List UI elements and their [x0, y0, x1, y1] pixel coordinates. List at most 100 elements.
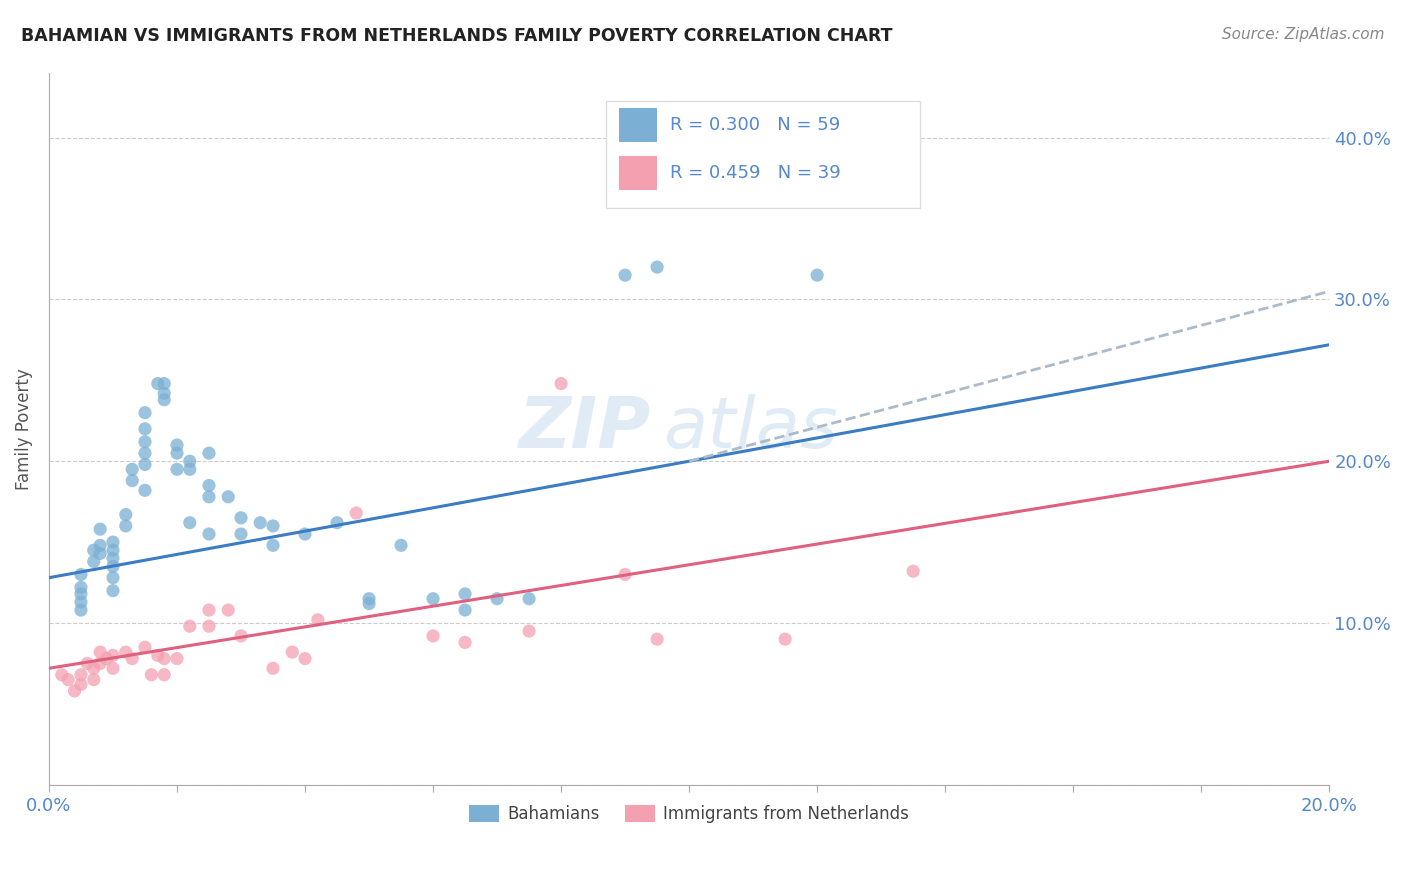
- Point: [83, 661, 105, 675]
- Point: [56, 673, 79, 687]
- FancyBboxPatch shape: [619, 108, 657, 142]
- Point: [198, 603, 221, 617]
- Point: [89, 522, 111, 536]
- Point: [645, 632, 668, 647]
- Point: [179, 462, 201, 476]
- Point: [89, 657, 111, 671]
- Point: [70, 677, 93, 691]
- Point: [229, 527, 252, 541]
- Point: [101, 543, 124, 558]
- Point: [389, 538, 412, 552]
- Point: [326, 516, 349, 530]
- Point: [773, 632, 796, 647]
- Point: [134, 458, 156, 472]
- Point: [198, 490, 221, 504]
- Point: [101, 571, 124, 585]
- Point: [166, 462, 188, 476]
- Point: [357, 591, 380, 606]
- Point: [294, 527, 316, 541]
- Point: [166, 651, 188, 665]
- Point: [114, 645, 136, 659]
- Point: [70, 667, 93, 681]
- Point: [262, 519, 284, 533]
- Point: [179, 619, 201, 633]
- Point: [262, 538, 284, 552]
- Point: [645, 260, 668, 274]
- Point: [76, 657, 98, 671]
- Point: [217, 603, 239, 617]
- Point: [141, 667, 163, 681]
- Point: [517, 624, 540, 638]
- Text: BAHAMIAN VS IMMIGRANTS FROM NETHERLANDS FAMILY POVERTY CORRELATION CHART: BAHAMIAN VS IMMIGRANTS FROM NETHERLANDS …: [21, 27, 893, 45]
- Point: [101, 551, 124, 566]
- Point: [517, 591, 540, 606]
- Point: [101, 648, 124, 663]
- Point: [121, 651, 143, 665]
- Point: [146, 648, 169, 663]
- Y-axis label: Family Poverty: Family Poverty: [15, 368, 32, 490]
- Point: [179, 516, 201, 530]
- Point: [198, 478, 221, 492]
- FancyBboxPatch shape: [606, 102, 920, 208]
- Point: [422, 591, 444, 606]
- Point: [89, 546, 111, 560]
- Point: [344, 506, 367, 520]
- Point: [357, 597, 380, 611]
- Point: [217, 490, 239, 504]
- Point: [101, 583, 124, 598]
- Point: [89, 645, 111, 659]
- Text: atlas: atlas: [664, 394, 838, 463]
- Text: ZIP: ZIP: [519, 394, 651, 463]
- Point: [614, 567, 637, 582]
- Point: [134, 640, 156, 655]
- Point: [198, 446, 221, 460]
- Point: [153, 392, 176, 407]
- Point: [121, 474, 143, 488]
- Point: [198, 527, 221, 541]
- Point: [229, 629, 252, 643]
- Point: [454, 587, 477, 601]
- Text: R = 0.459   N = 39: R = 0.459 N = 39: [669, 164, 841, 182]
- Point: [153, 651, 176, 665]
- FancyBboxPatch shape: [619, 156, 657, 190]
- Point: [134, 483, 156, 498]
- Point: [146, 376, 169, 391]
- Point: [249, 516, 271, 530]
- Point: [166, 438, 188, 452]
- Point: [101, 661, 124, 675]
- Point: [83, 555, 105, 569]
- Point: [166, 446, 188, 460]
- Point: [153, 376, 176, 391]
- Point: [70, 595, 93, 609]
- Point: [51, 667, 73, 681]
- Point: [262, 661, 284, 675]
- Point: [134, 406, 156, 420]
- Point: [70, 603, 93, 617]
- Point: [806, 268, 828, 283]
- Point: [454, 635, 477, 649]
- Legend: Bahamians, Immigrants from Netherlands: Bahamians, Immigrants from Netherlands: [463, 798, 915, 830]
- Point: [83, 543, 105, 558]
- Point: [422, 629, 444, 643]
- Point: [121, 462, 143, 476]
- Point: [83, 673, 105, 687]
- Point: [198, 619, 221, 633]
- Point: [153, 386, 176, 401]
- Point: [70, 587, 93, 601]
- Point: [114, 519, 136, 533]
- Point: [101, 559, 124, 574]
- Point: [614, 268, 637, 283]
- Point: [70, 567, 93, 582]
- Point: [454, 603, 477, 617]
- Point: [486, 591, 509, 606]
- Point: [114, 508, 136, 522]
- Text: R = 0.300   N = 59: R = 0.300 N = 59: [669, 116, 841, 134]
- Point: [153, 667, 176, 681]
- Point: [89, 538, 111, 552]
- Point: [134, 422, 156, 436]
- Point: [179, 454, 201, 468]
- Text: Source: ZipAtlas.com: Source: ZipAtlas.com: [1222, 27, 1385, 42]
- Point: [307, 613, 329, 627]
- Point: [281, 645, 304, 659]
- Point: [294, 651, 316, 665]
